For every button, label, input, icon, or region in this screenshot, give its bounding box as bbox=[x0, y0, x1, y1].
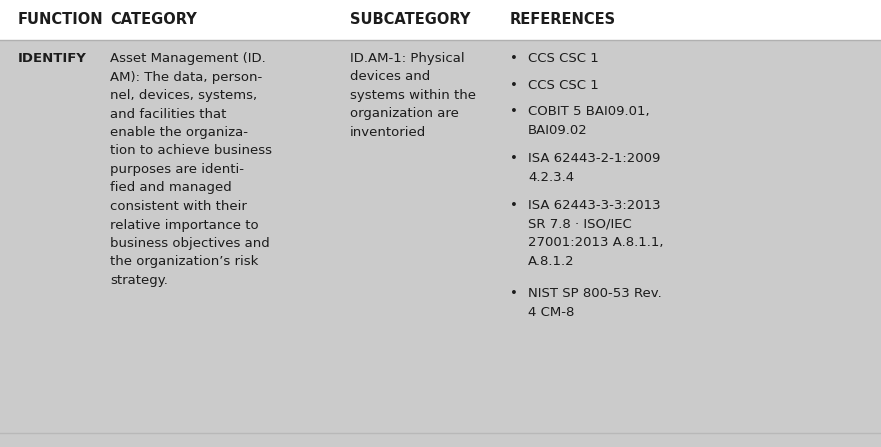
Text: COBIT 5 BAI09.01,
BAI09.02: COBIT 5 BAI09.01, BAI09.02 bbox=[528, 105, 649, 137]
Text: REFERENCES: REFERENCES bbox=[510, 13, 616, 28]
Text: •: • bbox=[510, 79, 518, 92]
Bar bbox=[0, 0, 881, 40]
Text: ISA 62443-2-1:2009
4.2.3.4: ISA 62443-2-1:2009 4.2.3.4 bbox=[528, 152, 661, 184]
Text: •: • bbox=[510, 105, 518, 118]
Text: IDENTIFY: IDENTIFY bbox=[18, 52, 87, 65]
Text: CCS CSC 1: CCS CSC 1 bbox=[528, 52, 599, 65]
Text: •: • bbox=[510, 287, 518, 300]
Text: CATEGORY: CATEGORY bbox=[110, 13, 196, 28]
Text: SUBCATEGORY: SUBCATEGORY bbox=[350, 13, 470, 28]
Text: •: • bbox=[510, 199, 518, 212]
Text: CCS CSC 1: CCS CSC 1 bbox=[528, 79, 599, 92]
Text: ID.AM-1: Physical
devices and
systems within the
organization are
inventoried: ID.AM-1: Physical devices and systems wi… bbox=[350, 52, 476, 139]
Text: FUNCTION: FUNCTION bbox=[18, 13, 104, 28]
Text: ISA 62443-3-3:2013
SR 7.8 · ISO/IEC
27001:2013 A.8.1.1,
A.8.1.2: ISA 62443-3-3:2013 SR 7.8 · ISO/IEC 2700… bbox=[528, 199, 663, 268]
Text: NIST SP 800-53 Rev.
4 CM-8: NIST SP 800-53 Rev. 4 CM-8 bbox=[528, 287, 662, 319]
Text: •: • bbox=[510, 152, 518, 165]
Text: •: • bbox=[510, 52, 518, 65]
Text: Asset Management (ID.
AM): The data, person-
nel, devices, systems,
and faciliti: Asset Management (ID. AM): The data, per… bbox=[110, 52, 272, 287]
